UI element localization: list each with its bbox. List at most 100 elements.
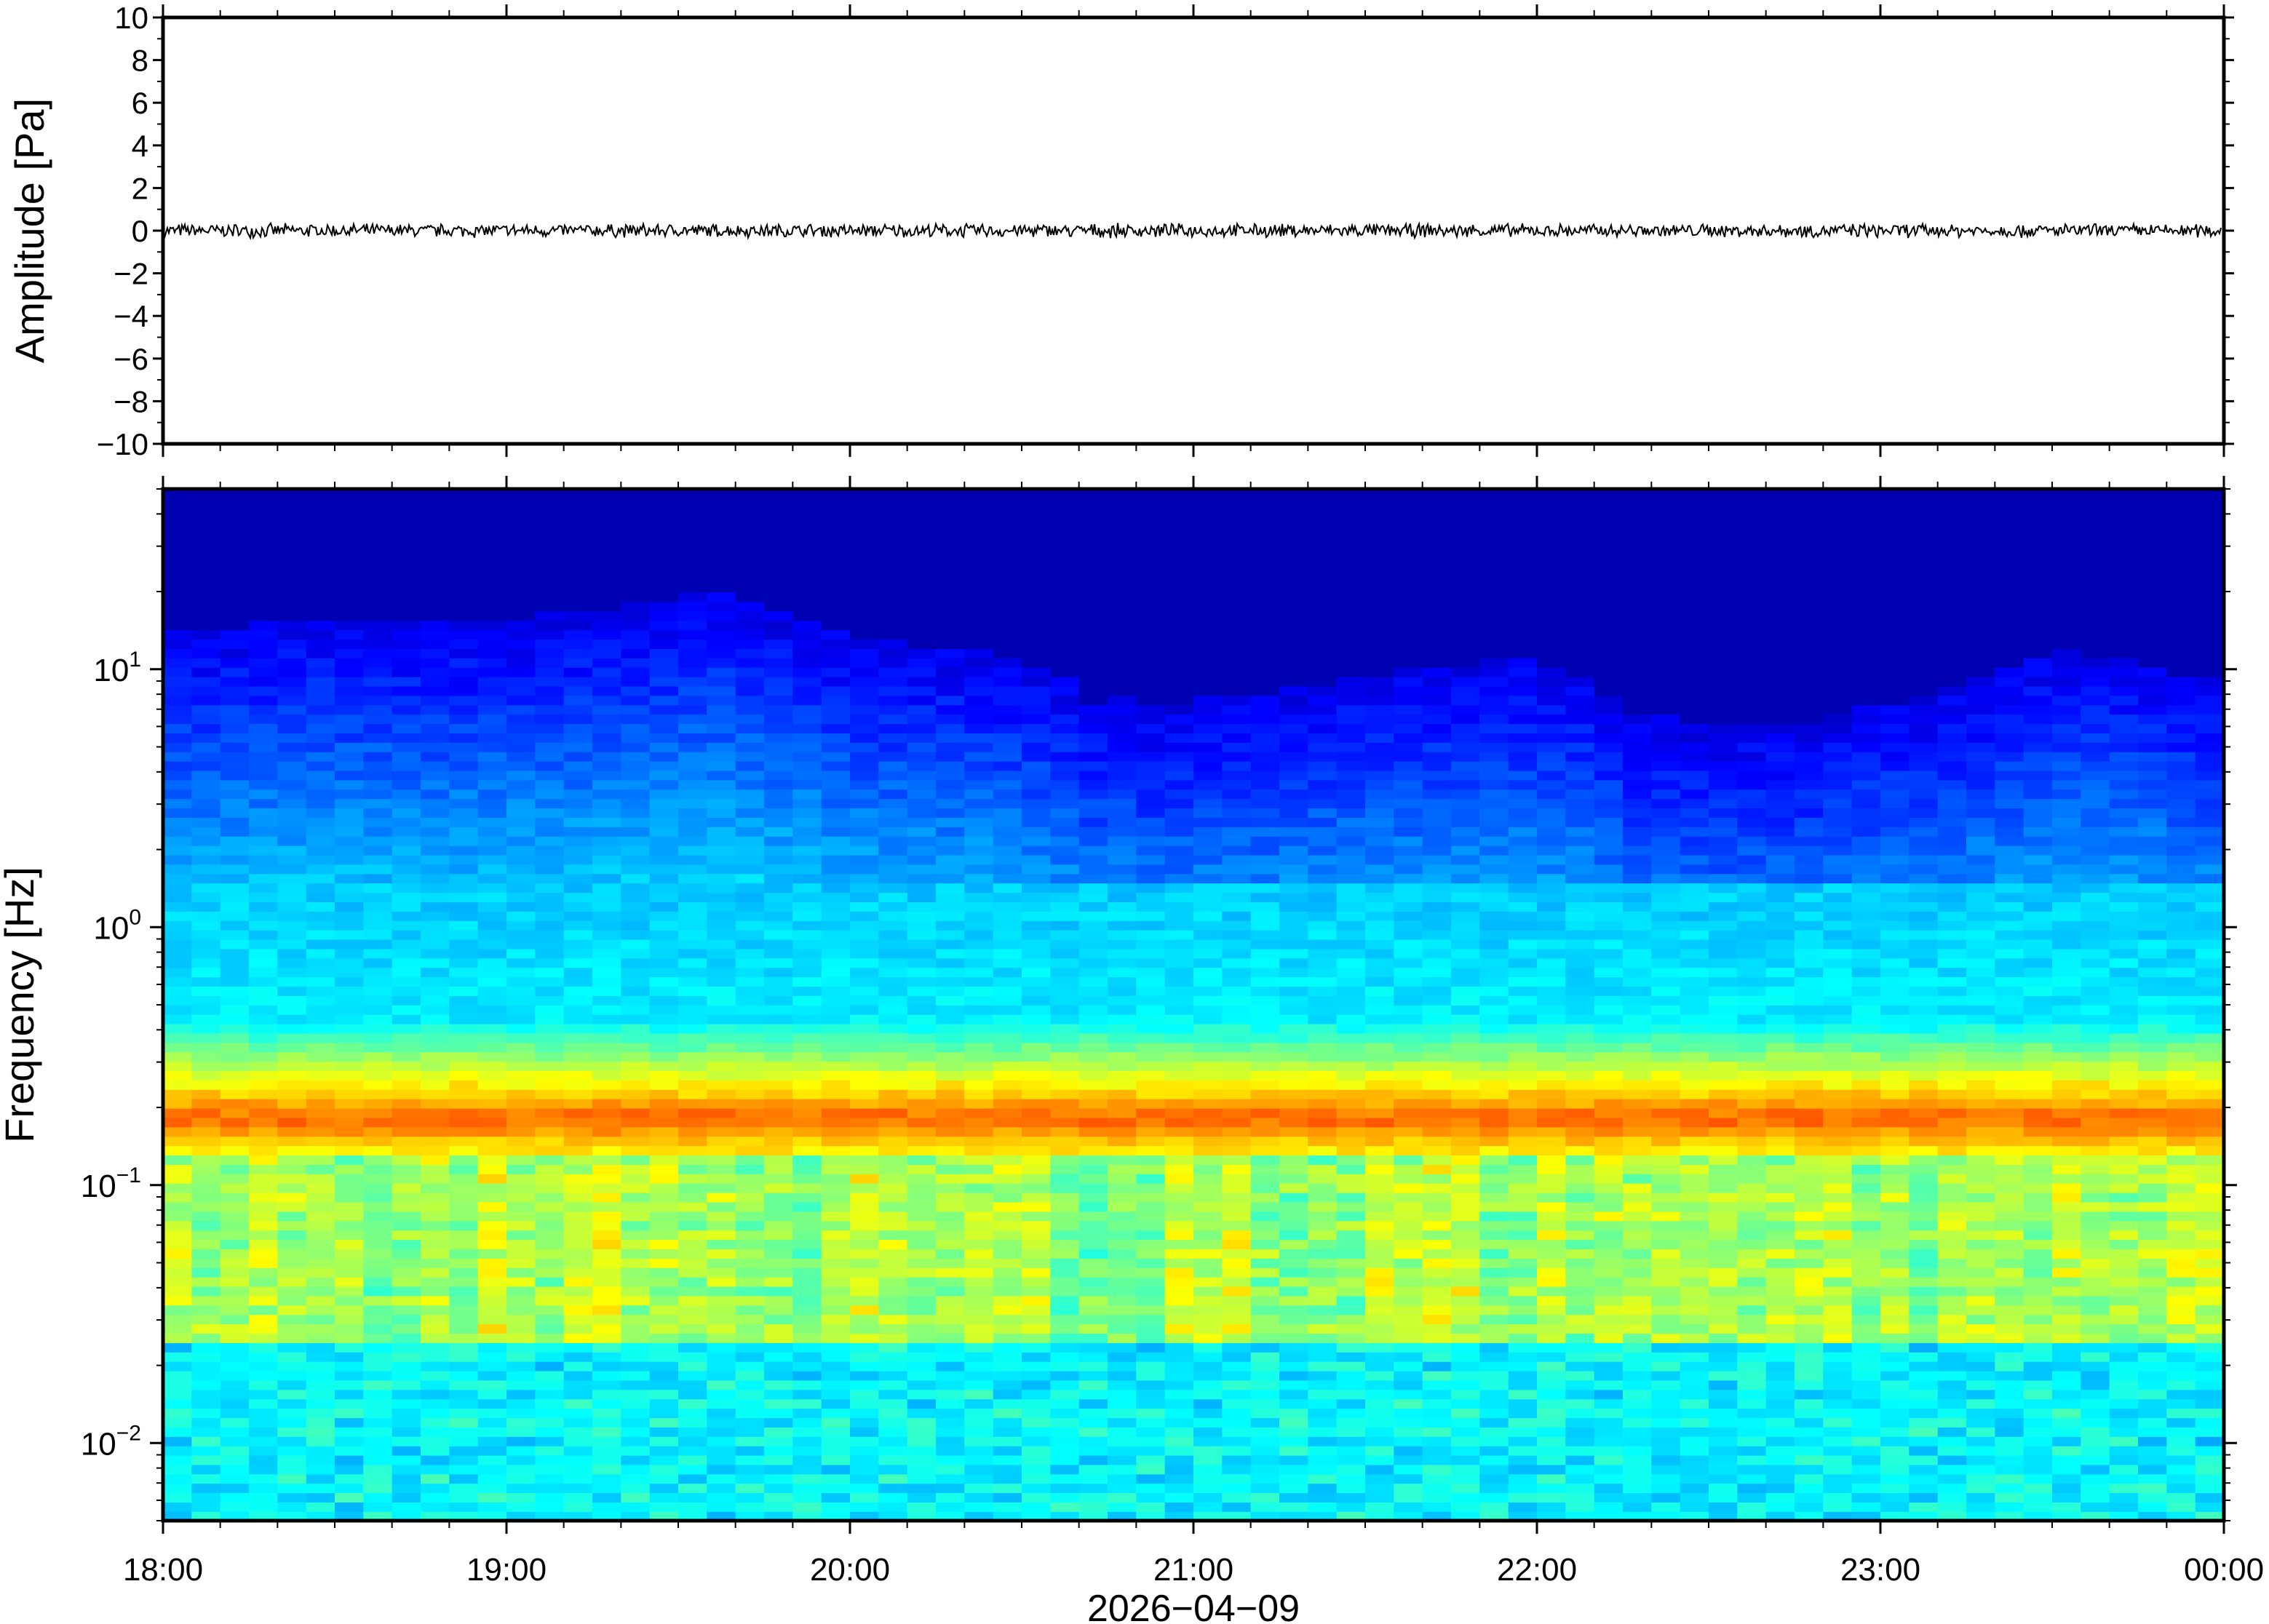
spectrogram-cell xyxy=(649,1445,679,1456)
spectrogram-cell xyxy=(477,864,507,875)
spectrogram-cell xyxy=(1222,704,1252,715)
spectrogram-cell xyxy=(1022,1502,1052,1512)
spectrogram-cell xyxy=(421,1239,450,1249)
spectrogram-cell xyxy=(621,1239,651,1249)
spectrogram-cell xyxy=(850,536,880,546)
spectrogram-cell xyxy=(1308,1380,1338,1390)
spectrogram-cell xyxy=(878,1454,908,1465)
spectrogram-cell xyxy=(1164,1398,1194,1409)
spectrogram-cell xyxy=(421,507,450,518)
spectrogram-cell xyxy=(878,1295,908,1306)
spectrogram-cell xyxy=(592,733,622,743)
spectrogram-cell xyxy=(878,629,908,640)
spectrogram-cell xyxy=(392,883,421,893)
spectrogram-cell xyxy=(1394,1454,1423,1465)
spectrogram-cell xyxy=(191,1117,221,1128)
spectrogram-cell xyxy=(220,620,250,631)
spectrogram-cell xyxy=(964,1380,994,1390)
spectrogram-cell xyxy=(535,808,565,818)
spectrogram-cell xyxy=(792,920,822,931)
spectrogram-cell xyxy=(1308,1174,1338,1184)
spectrogram-cell xyxy=(535,1445,565,1456)
spectrogram-cell xyxy=(220,704,250,715)
spectrogram-cell xyxy=(191,1483,221,1494)
spectrogram-cell xyxy=(649,929,679,940)
spectrogram-cell xyxy=(678,1361,708,1372)
spectrogram-cell xyxy=(850,939,880,950)
spectrogram-cell xyxy=(249,1211,279,1222)
spectrogram-cell xyxy=(1394,779,1423,790)
spectrogram-cell xyxy=(678,1155,708,1165)
spectrogram-cell xyxy=(678,1032,708,1043)
spectrogram-cell xyxy=(335,808,365,818)
spectrogram-cell xyxy=(449,939,479,950)
spectrogram-cell xyxy=(306,554,335,565)
spectrogram-cell xyxy=(1394,1164,1423,1174)
spectrogram-cell xyxy=(621,1361,651,1372)
spectrogram-cell xyxy=(306,873,335,884)
spectrogram-cell xyxy=(392,704,421,715)
spectrogram-cell xyxy=(1193,1286,1223,1297)
spectrogram-cell xyxy=(1050,1249,1080,1259)
spectrogram-cell xyxy=(535,620,565,631)
spectrogram-cell xyxy=(1394,1464,1423,1475)
spectrogram-cell xyxy=(1222,489,1252,499)
spectrogram-cell xyxy=(993,1276,1022,1287)
spectrogram-cell xyxy=(764,526,794,537)
spectrogram-cell xyxy=(563,817,593,827)
spectrogram-cell xyxy=(1336,733,1366,743)
spectrogram-cell xyxy=(1050,498,1080,509)
spectrogram-cell xyxy=(335,967,365,978)
spectrogram-cell xyxy=(1078,901,1108,912)
spectrogram-cell xyxy=(936,1398,966,1409)
spectrogram-cell xyxy=(1308,1023,1338,1034)
spectrogram-cell xyxy=(506,1070,536,1080)
spectrogram-cell xyxy=(421,1042,450,1053)
spectrogram-cell xyxy=(1279,1005,1309,1015)
spectrogram-cell xyxy=(306,1080,335,1090)
spectrogram-cell xyxy=(535,836,565,846)
spectrogram-cell xyxy=(335,507,365,518)
spectrogram-cell xyxy=(163,676,193,687)
spectrogram-cell xyxy=(1078,666,1108,677)
spectrogram-cell xyxy=(850,1454,880,1465)
spectrogram-cell xyxy=(392,1483,421,1494)
spectrogram-cell xyxy=(1279,742,1309,752)
spectrogram-cell xyxy=(735,498,765,509)
spectrogram-cell xyxy=(1222,685,1252,696)
spectrogram-cell xyxy=(335,1445,365,1456)
spectrogram-cell xyxy=(1365,1249,1395,1259)
spectrogram-cell xyxy=(792,507,822,518)
spectrogram-cell xyxy=(821,967,851,978)
spectrogram-cell xyxy=(764,976,794,987)
spectrogram-cell xyxy=(163,873,193,884)
spectrogram-cell xyxy=(678,929,708,940)
spectrogram-cell xyxy=(1136,517,1166,528)
spectrogram-cell xyxy=(249,1107,279,1118)
spectrogram-cell xyxy=(1193,1239,1223,1249)
spectrogram-cell xyxy=(907,995,937,1006)
spectrogram-cell xyxy=(1279,986,1309,996)
spectrogram-cell xyxy=(563,958,593,968)
spectrogram-cell xyxy=(964,976,994,987)
spectrogram-cell xyxy=(649,911,679,921)
spectrogram-cell xyxy=(421,554,450,565)
spectrogram-cell xyxy=(563,1286,593,1297)
spectrogram-cell xyxy=(449,1023,479,1034)
spectrogram-cell xyxy=(535,639,565,649)
spectrogram-cell xyxy=(821,685,851,696)
spectrogram-cell xyxy=(392,1454,421,1465)
spectrogram-cell xyxy=(421,601,450,612)
spectrogram-cell xyxy=(1308,517,1338,528)
spectrogram-cell xyxy=(1164,1333,1194,1343)
spectrogram-cell xyxy=(249,1117,279,1128)
spectrogram-cell xyxy=(535,760,565,771)
spectrogram-cell xyxy=(191,1145,221,1156)
spectrogram-cell xyxy=(964,1454,994,1465)
spectrogram-cell xyxy=(191,704,221,715)
spectrogram-cell xyxy=(191,770,221,781)
spectrogram-cell xyxy=(421,901,450,912)
spectrogram-cell xyxy=(535,536,565,546)
spectrogram-cell xyxy=(850,1192,880,1203)
spectrogram-cell xyxy=(821,986,851,996)
